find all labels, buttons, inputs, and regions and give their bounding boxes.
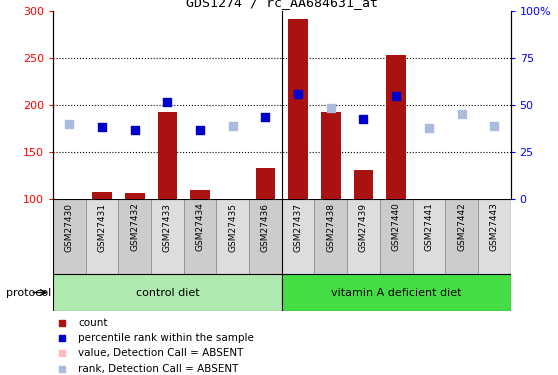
Point	[457, 111, 466, 117]
Point	[65, 121, 74, 127]
Point	[261, 114, 270, 120]
Point	[359, 116, 368, 122]
Bar	[412, 199, 445, 274]
Point	[294, 91, 302, 97]
Bar	[380, 199, 412, 274]
Bar	[386, 56, 406, 199]
Bar	[53, 199, 86, 274]
Point	[57, 366, 66, 372]
Text: GSM27432: GSM27432	[130, 202, 139, 251]
Bar	[315, 199, 347, 274]
Point	[490, 123, 499, 129]
Text: GSM27431: GSM27431	[98, 202, 107, 252]
Text: GSM27435: GSM27435	[228, 202, 237, 252]
Point	[425, 125, 434, 132]
Bar	[157, 112, 177, 199]
Bar	[321, 112, 340, 199]
Text: GSM27437: GSM27437	[294, 202, 302, 252]
Bar	[354, 170, 373, 199]
Text: percentile rank within the sample: percentile rank within the sample	[78, 333, 254, 343]
Bar	[53, 274, 282, 311]
Bar	[118, 199, 151, 274]
Bar	[256, 168, 275, 199]
Bar	[151, 199, 184, 274]
Bar	[282, 274, 511, 311]
Text: GSM27440: GSM27440	[392, 202, 401, 251]
Point	[57, 350, 66, 356]
Bar	[190, 190, 210, 199]
Text: rank, Detection Call = ABSENT: rank, Detection Call = ABSENT	[78, 364, 239, 374]
Text: GSM27430: GSM27430	[65, 202, 74, 252]
Point	[392, 93, 401, 99]
Bar	[249, 199, 282, 274]
Text: GSM27438: GSM27438	[326, 202, 335, 252]
Text: GSM27442: GSM27442	[457, 202, 466, 251]
Bar	[125, 193, 145, 199]
Bar	[347, 199, 380, 274]
Point	[57, 335, 66, 341]
Text: GSM27433: GSM27433	[163, 202, 172, 252]
Point	[130, 128, 139, 134]
Bar	[86, 199, 118, 274]
Title: GDS1274 / rc_AA684631_at: GDS1274 / rc_AA684631_at	[186, 0, 378, 9]
Bar	[217, 199, 249, 274]
Point	[326, 105, 335, 111]
Point	[57, 320, 66, 326]
Bar	[445, 199, 478, 274]
Text: vitamin A deficient diet: vitamin A deficient diet	[331, 288, 461, 297]
Bar	[288, 19, 308, 199]
Text: control diet: control diet	[136, 288, 199, 297]
Point	[163, 99, 172, 105]
Text: GSM27441: GSM27441	[425, 202, 434, 251]
Text: GSM27434: GSM27434	[196, 202, 205, 251]
Bar	[478, 199, 511, 274]
Point	[228, 123, 237, 129]
Text: value, Detection Call = ABSENT: value, Detection Call = ABSENT	[78, 348, 243, 358]
Text: protocol: protocol	[6, 288, 51, 297]
Text: GSM27443: GSM27443	[490, 202, 499, 251]
Bar	[92, 192, 112, 199]
Bar	[184, 199, 217, 274]
Point	[196, 128, 205, 134]
Point	[98, 124, 107, 130]
Bar	[282, 199, 315, 274]
Text: GSM27439: GSM27439	[359, 202, 368, 252]
Text: GSM27436: GSM27436	[261, 202, 270, 252]
Text: count: count	[78, 318, 108, 328]
